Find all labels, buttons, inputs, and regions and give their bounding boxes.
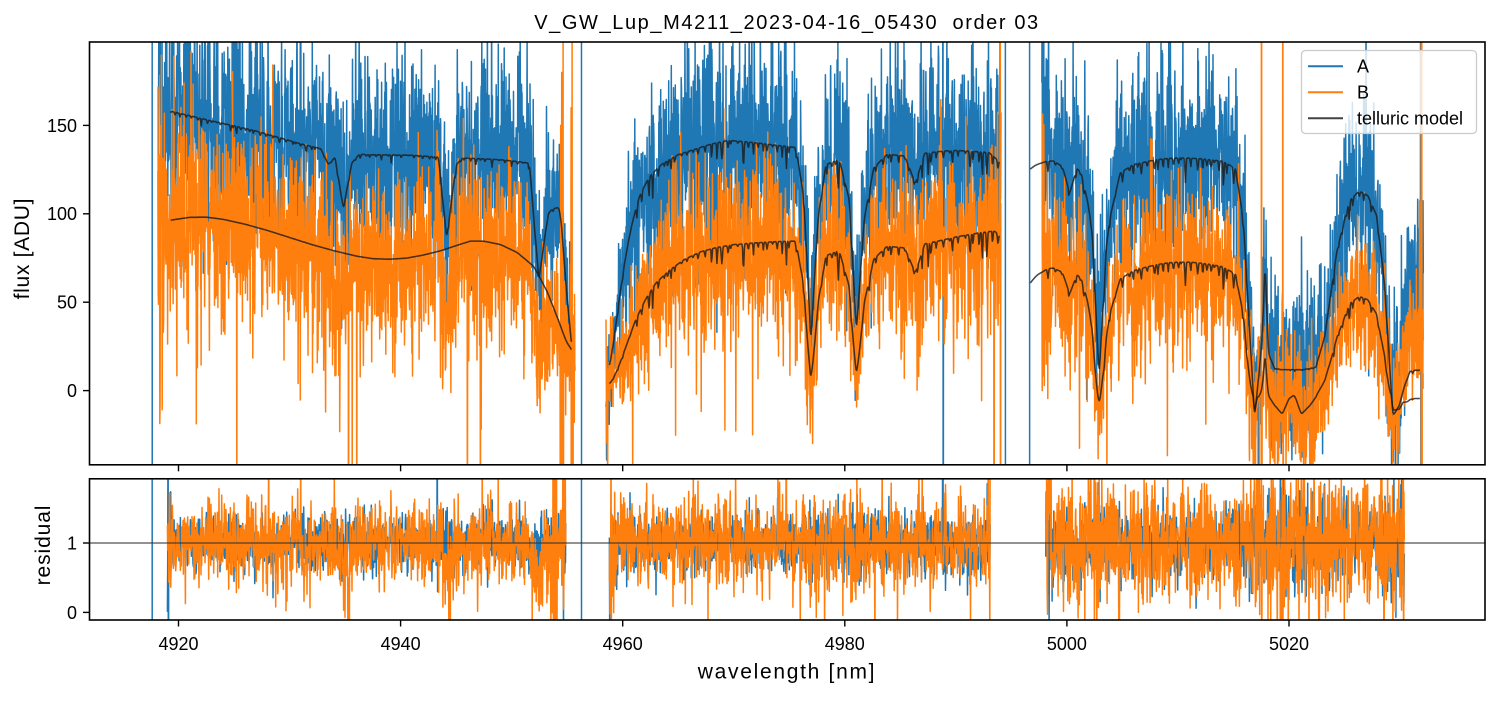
svg-text:5020: 5020	[1269, 634, 1309, 654]
svg-text:1: 1	[67, 533, 77, 553]
svg-text:4940: 4940	[381, 634, 421, 654]
svg-text:5000: 5000	[1047, 634, 1087, 654]
svg-text:4980: 4980	[825, 634, 865, 654]
svg-text:flux [ADU]: flux [ADU]	[11, 198, 34, 300]
svg-text:telluric model: telluric model	[1357, 109, 1463, 129]
svg-text:0: 0	[67, 381, 77, 401]
svg-text:B: B	[1357, 83, 1369, 103]
svg-text:4960: 4960	[603, 634, 643, 654]
svg-text:100: 100	[47, 204, 77, 224]
svg-text:150: 150	[47, 116, 77, 136]
svg-text:0: 0	[67, 603, 77, 623]
svg-text:4920: 4920	[158, 634, 198, 654]
svg-text:50: 50	[57, 293, 77, 313]
svg-text:wavelength [nm]: wavelength [nm]	[697, 661, 876, 684]
svg-text:A: A	[1357, 57, 1369, 77]
svg-text:V_GW_Lup_M4211_2023-04-16_0543: V_GW_Lup_M4211_2023-04-16_05430 order 03	[534, 12, 1040, 34]
svg-text:residual: residual	[32, 505, 55, 586]
